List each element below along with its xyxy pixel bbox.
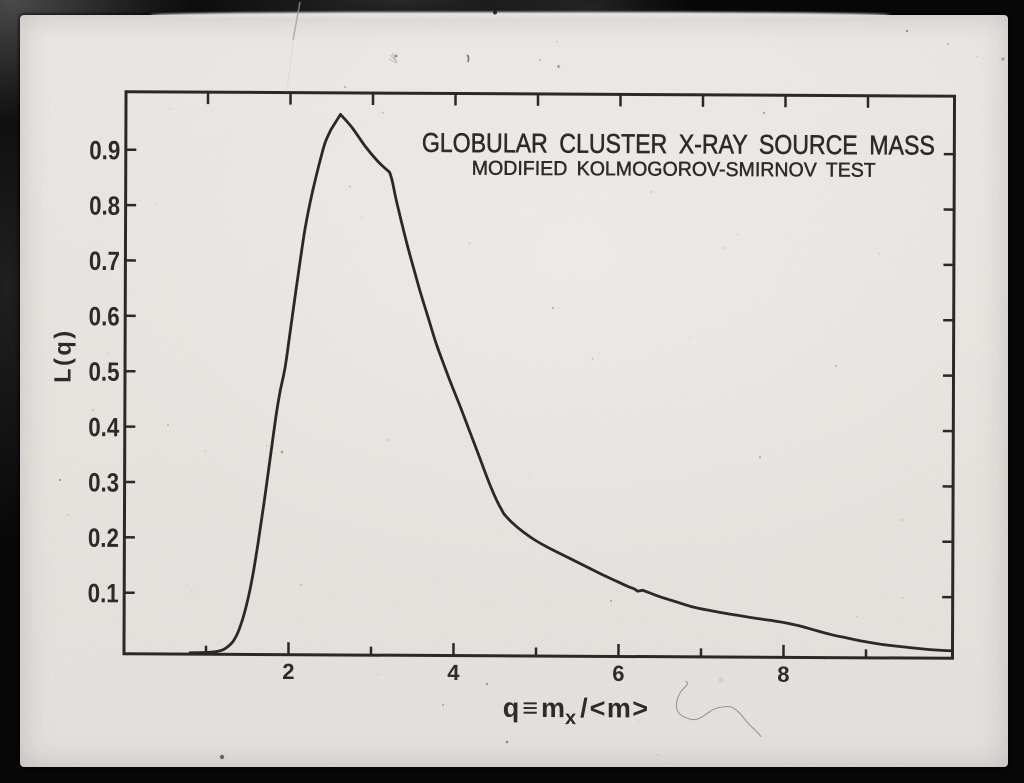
svg-text:0.5: 0.5 [88, 357, 119, 387]
svg-text:MODIFIED KOLMOGOROV-SMIRNOV TE: MODIFIED KOLMOGOROV-SMIRNOV TEST [472, 158, 876, 182]
svg-text:0.1: 0.1 [88, 578, 119, 608]
svg-text:GLOBULAR CLUSTER X-RAY SOURCE: GLOBULAR CLUSTER X-RAY SOURCE MASS [422, 128, 935, 161]
svg-text:0.7: 0.7 [89, 246, 120, 276]
svg-text:4: 4 [447, 660, 460, 685]
svg-text:0.2: 0.2 [88, 523, 119, 553]
svg-text:0.4: 0.4 [88, 412, 119, 442]
svg-text:0.9: 0.9 [89, 135, 120, 165]
svg-text:6: 6 [612, 661, 624, 686]
svg-text:0.3: 0.3 [88, 467, 119, 497]
svg-text:q≡mx/<m>: q ≡ mx/<m> [503, 693, 650, 730]
svg-text:0.6: 0.6 [89, 301, 120, 331]
svg-text:2: 2 [282, 659, 294, 684]
svg-text:8: 8 [777, 662, 789, 687]
svg-text:0.8: 0.8 [89, 191, 120, 221]
